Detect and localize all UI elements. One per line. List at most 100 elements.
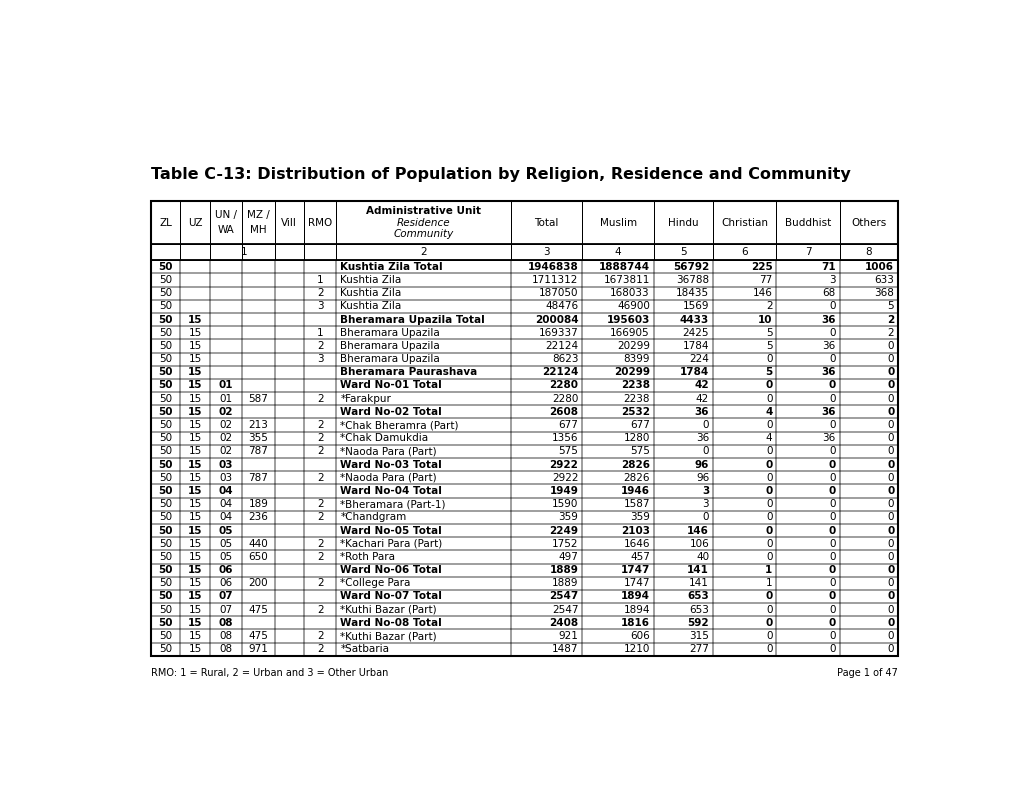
Bar [210, 366, 242, 379]
Text: 50: 50 [159, 473, 172, 483]
Text: 50: 50 [159, 499, 172, 509]
Text: 36: 36 [820, 367, 835, 377]
Text: 0: 0 [887, 367, 894, 377]
Text: 0: 0 [887, 499, 894, 509]
Text: *Kuthi Bazar (Part): *Kuthi Bazar (Part) [340, 604, 436, 615]
Bar [775, 201, 839, 244]
Text: 5: 5 [765, 341, 771, 351]
Text: 0: 0 [765, 552, 771, 562]
Bar [274, 392, 304, 405]
Text: 0: 0 [827, 486, 835, 496]
Bar [242, 444, 274, 458]
Bar [242, 550, 274, 563]
Text: 0: 0 [828, 552, 835, 562]
Bar [274, 643, 304, 656]
Text: 03: 03 [219, 473, 232, 483]
Text: 0: 0 [887, 578, 894, 589]
Bar [180, 244, 210, 260]
Bar [180, 273, 210, 287]
Bar [712, 643, 775, 656]
Bar [582, 340, 653, 352]
Bar [653, 352, 712, 366]
Text: 1646: 1646 [623, 539, 649, 548]
Bar [242, 511, 274, 524]
Bar [304, 590, 336, 603]
Text: 50: 50 [159, 341, 172, 351]
Text: 0: 0 [828, 420, 835, 430]
Bar [712, 379, 775, 392]
Text: 2280: 2280 [551, 394, 578, 403]
Text: 2103: 2103 [621, 526, 649, 536]
Bar [180, 511, 210, 524]
Bar [511, 458, 582, 471]
Bar [839, 405, 898, 418]
Bar [511, 313, 582, 326]
Bar [180, 630, 210, 643]
Bar [653, 550, 712, 563]
Text: 0: 0 [828, 604, 835, 615]
Text: 50: 50 [158, 407, 173, 417]
Bar [336, 244, 511, 260]
Bar [274, 511, 304, 524]
Text: 0: 0 [828, 512, 835, 522]
Bar [511, 643, 582, 656]
Text: 1: 1 [764, 565, 771, 575]
Text: 0: 0 [887, 433, 894, 443]
Bar [712, 603, 775, 616]
Bar [180, 590, 210, 603]
Text: *College Para: *College Para [340, 578, 411, 589]
Bar [304, 630, 336, 643]
Text: 440: 440 [249, 539, 268, 548]
Text: 42: 42 [695, 394, 708, 403]
Text: 0: 0 [827, 618, 835, 628]
Bar [151, 511, 180, 524]
Bar [582, 418, 653, 432]
Text: 04: 04 [219, 512, 232, 522]
Bar [336, 340, 511, 352]
Text: 2: 2 [317, 512, 323, 522]
Bar [653, 590, 712, 603]
Bar [274, 352, 304, 366]
Text: 50: 50 [158, 618, 173, 628]
Bar [712, 299, 775, 313]
Text: 15: 15 [187, 592, 202, 601]
Bar [582, 299, 653, 313]
Text: 187050: 187050 [538, 288, 578, 298]
Text: 677: 677 [558, 420, 578, 430]
Bar [151, 273, 180, 287]
Bar [511, 244, 582, 260]
Bar [242, 260, 274, 273]
Bar [304, 471, 336, 485]
Bar [274, 405, 304, 418]
Text: 0: 0 [828, 301, 835, 311]
Bar [712, 616, 775, 630]
Text: 1587: 1587 [623, 499, 649, 509]
Bar [242, 471, 274, 485]
Text: 1889: 1889 [549, 565, 578, 575]
Bar [274, 603, 304, 616]
Text: 06: 06 [218, 565, 233, 575]
Bar [511, 471, 582, 485]
Bar [775, 524, 839, 537]
Text: 606: 606 [630, 631, 649, 641]
Bar [775, 405, 839, 418]
Bar [151, 392, 180, 405]
Text: Total: Total [534, 217, 558, 228]
Bar [242, 603, 274, 616]
Text: 6: 6 [741, 247, 747, 258]
Bar [336, 432, 511, 444]
Text: 15: 15 [187, 407, 202, 417]
Bar [775, 340, 839, 352]
Text: 168033: 168033 [609, 288, 649, 298]
Bar [712, 577, 775, 590]
Bar [511, 485, 582, 497]
Bar [242, 485, 274, 497]
Bar [180, 497, 210, 511]
Text: 50: 50 [158, 314, 173, 325]
Bar [151, 497, 180, 511]
Bar [180, 366, 210, 379]
Text: 01: 01 [218, 381, 233, 391]
Bar [712, 497, 775, 511]
Bar [180, 352, 210, 366]
Bar [242, 340, 274, 352]
